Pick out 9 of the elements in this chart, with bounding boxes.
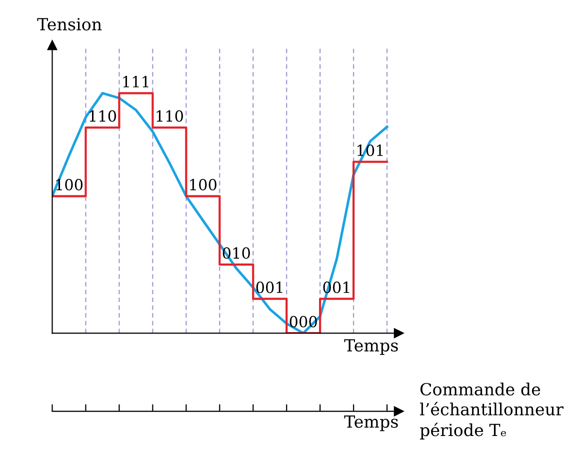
- annotation: 100: [190, 178, 216, 190]
- text: Commande de l’échantillonneur période Tₑ: [420, 382, 564, 440]
- y-axis-title: Tension: [37, 18, 102, 30]
- annotation: 111: [123, 76, 148, 88]
- annotation: 110: [90, 110, 116, 122]
- annotation: 001: [256, 282, 282, 294]
- x-axis-title: Temps: [344, 339, 398, 355]
- text: Temps: [344, 415, 398, 432]
- annotation: 110: [156, 110, 183, 122]
